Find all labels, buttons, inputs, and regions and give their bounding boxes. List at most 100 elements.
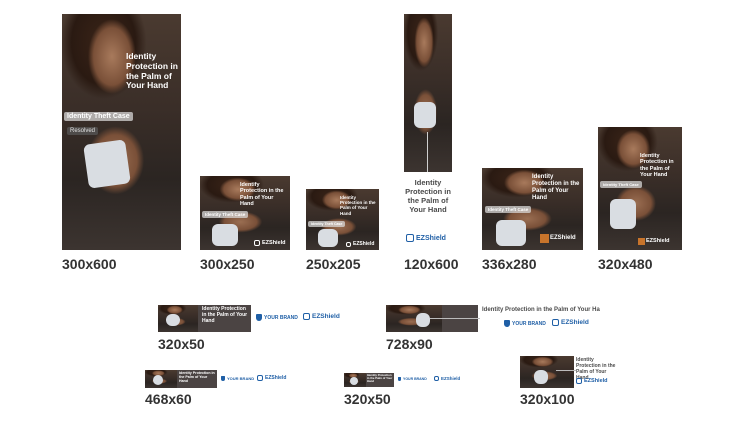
ad-headline: Identity Protection in the Palm of Your … [367, 373, 393, 384]
tag-identity-theft: Identity Theft Case [64, 112, 133, 121]
ezshield-mark-icon [576, 378, 582, 384]
ad-headline: Identity Protection in the Palm of Your … [179, 371, 215, 384]
ad-headline: Identity Protection in the Palm of Your … [340, 195, 376, 216]
ezshield-logo: EZShield [346, 241, 374, 247]
ad-728x90[interactable]: Identity Protection in the Palm of Your … [386, 305, 600, 332]
ad-300x600[interactable]: Identity Protection in the Palm of Your … [62, 14, 181, 250]
your-brand-logo: YOUR BRAND [256, 314, 298, 321]
size-label-300x250: 300x250 [200, 256, 255, 272]
phone-image [212, 224, 238, 246]
size-label-320x480: 320x480 [598, 256, 653, 272]
divider-line [556, 370, 576, 371]
ezshield-logo: EZShield [550, 235, 576, 241]
ezshield-mark-icon [406, 234, 414, 242]
size-label-336x280: 336x280 [482, 256, 537, 272]
ad-headline: Identity Protection in the Palm of Your … [126, 51, 178, 91]
phone-image [416, 313, 430, 327]
phone-image [496, 220, 526, 246]
divider-line [427, 132, 428, 172]
ad-headline: Identity Protection in the Palm of Your … [405, 178, 451, 214]
ezshield-logo: EZShield [406, 234, 446, 242]
ad-468x60[interactable]: Identity Protection in the Palm of Your … [145, 370, 293, 388]
ezshield-mark-icon [346, 241, 351, 247]
tag-identity-theft: Identity Theft Case [308, 221, 346, 227]
ad-photo-panel [158, 305, 251, 332]
your-brand-logo: YOUR BRAND [398, 377, 427, 381]
logo-text: EZShield [550, 235, 576, 241]
ezshield-mark-icon [257, 375, 263, 381]
shield-icon [256, 314, 262, 321]
phone-image [166, 314, 180, 326]
tag-identity-theft: Identity Theft Case [485, 206, 532, 213]
ad-300x250[interactable]: Identify Protection in the Palm of Your … [200, 176, 290, 250]
size-label-320x100: 320x100 [520, 391, 575, 407]
tag-identity-theft: Identity Theft Case [600, 181, 642, 188]
tag-identity-theft: Identity Theft Case [202, 211, 249, 218]
ad-320x50-brand[interactable]: Identity Protection in the Palm of Your … [158, 305, 344, 332]
phone-image [534, 370, 548, 384]
logo-text: EZShield [584, 378, 608, 384]
ad-headline: Identity Protection in the Palm of Your … [202, 306, 248, 324]
ad-120x600[interactable]: Identity Protection in the Palm of Your … [404, 14, 452, 250]
ad-headline: Identify Protection in the Palm of Your … [240, 182, 284, 207]
logo-text: EZShield [646, 238, 670, 244]
ad-photo-panel [145, 370, 217, 388]
logo-text: EZShield [561, 319, 589, 326]
ad-320x480[interactable]: Identity Protection in the Palm of Your … [598, 127, 682, 250]
phone-image [610, 199, 636, 229]
your-brand-text: YOUR BRAND [227, 376, 255, 381]
ad-320x50-compact[interactable]: Identity Protection in the Palm of Your … [344, 373, 468, 387]
ad-photo [598, 127, 682, 250]
your-brand-logo: YOUR BRAND [504, 320, 546, 327]
ezshield-logo: EZShield [576, 378, 608, 384]
shield-icon [221, 376, 225, 381]
ezshield-badge [638, 238, 645, 245]
size-label-320x50-b: 320x50 [344, 391, 391, 407]
logo-text: EZShield [262, 240, 286, 246]
phone-image [83, 139, 131, 189]
size-label-120x600: 120x600 [404, 256, 459, 272]
ezshield-logo: EZShield [646, 238, 670, 244]
size-label-300x600: 300x600 [62, 256, 117, 272]
ezshield-mark-icon [303, 313, 310, 320]
phone-image [153, 375, 163, 385]
ad-336x280[interactable]: Identity Protection in the Palm of Your … [482, 168, 583, 250]
size-label-728x90: 728x90 [386, 336, 433, 352]
your-brand-text: YOUR BRAND [264, 314, 298, 321]
ezshield-mark-icon [552, 319, 559, 326]
shield-icon [504, 320, 510, 327]
ad-headline: Identity Protection in the Palm of Your … [576, 357, 616, 381]
ezshield-mark-icon [254, 240, 260, 246]
logo-text: EZShield [416, 234, 446, 242]
ad-headline: Identity Protection in the Palm of Your … [482, 307, 600, 313]
tag-resolved: Resolved [67, 127, 99, 135]
logo-text: EZShield [353, 241, 375, 247]
your-brand-logo: YOUR BRAND [221, 376, 254, 381]
ezshield-logo: EZShield [303, 313, 340, 320]
your-brand-text: YOUR BRAND [512, 320, 546, 327]
ad-headline: Identity Protection in the Palm of Your … [532, 174, 580, 201]
ad-headline: Identity Protection in the Palm of Your … [640, 153, 674, 178]
ezshield-logo: EZShield [257, 375, 286, 381]
logo-text: EZShield [265, 375, 287, 381]
divider-line [430, 318, 480, 319]
ezshield-logo: EZShield [434, 376, 460, 381]
phone-image [350, 377, 358, 385]
ezshield-logo: EZShield [552, 319, 589, 326]
size-label-250x205: 250x205 [306, 256, 361, 272]
ad-photo-panel [344, 373, 394, 387]
ezshield-logo: EZShield [254, 240, 286, 246]
phone-image [318, 229, 338, 247]
size-label-468x60: 468x60 [145, 391, 192, 407]
ezshield-badge [540, 234, 549, 243]
shield-icon [398, 377, 401, 381]
ad-250x205[interactable]: Identity Protection in the Palm of Your … [306, 189, 379, 250]
ezshield-mark-icon [434, 376, 439, 381]
logo-text: EZShield [441, 376, 461, 381]
your-brand-text: YOUR BRAND [403, 377, 427, 381]
ad-320x100[interactable]: Identity Protection in the Palm of Your … [520, 356, 616, 388]
size-label-320x50-a: 320x50 [158, 336, 205, 352]
ad-photo [404, 14, 452, 172]
logo-text: EZShield [312, 313, 340, 320]
phone-image [414, 102, 436, 128]
